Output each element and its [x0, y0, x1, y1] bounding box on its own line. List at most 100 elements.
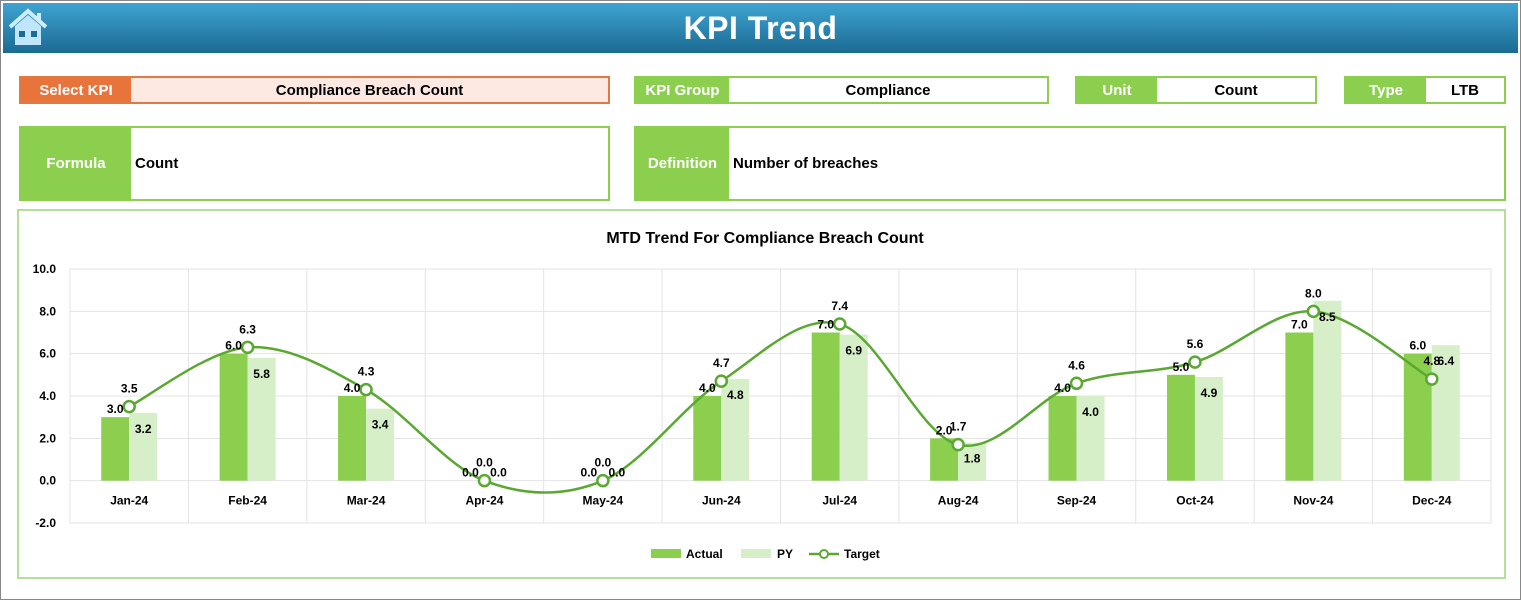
bar-py — [1313, 300, 1342, 481]
chart-container: MTD Trend For Compliance Breach Count -2… — [17, 209, 1506, 579]
bar-py — [247, 357, 276, 481]
data-label-actual: 7.0 — [1291, 318, 1308, 332]
x-tick-label: Apr-24 — [465, 494, 503, 508]
legend-actual-swatch — [651, 549, 681, 558]
bar-actual — [811, 332, 840, 481]
bar-actual — [338, 396, 367, 481]
target-marker — [714, 374, 729, 388]
header-bar: KPI Trend — [3, 3, 1518, 53]
target-marker — [832, 317, 847, 331]
bar-py — [839, 334, 868, 481]
bar-actual — [1285, 332, 1314, 481]
y-tick-label: 4.0 — [39, 389, 56, 403]
target-marker — [1188, 355, 1202, 369]
data-label-py: 4.8 — [727, 388, 744, 402]
target-marker — [240, 340, 255, 355]
data-label-target: 4.6 — [1068, 358, 1085, 372]
unit-field: Unit Count — [1075, 76, 1317, 104]
data-label-actual: 5.0 — [1173, 360, 1190, 374]
data-label-py: 0.0 — [490, 466, 507, 480]
formula-label: Formula — [21, 128, 131, 199]
target-marker — [596, 473, 610, 488]
data-label-actual: 4.0 — [699, 381, 716, 395]
target-marker — [1069, 376, 1084, 391]
type-label: Type — [1346, 78, 1426, 102]
bar-actual — [693, 396, 722, 481]
data-label-target: 0.0 — [595, 456, 612, 470]
bar-actual — [219, 353, 248, 481]
data-label-actual: 0.0 — [462, 466, 479, 480]
data-label-target: 3.5 — [121, 382, 138, 396]
data-label-target: 4.3 — [358, 365, 375, 379]
y-tick-label: 8.0 — [39, 304, 56, 318]
data-label-target: 5.6 — [1187, 337, 1204, 351]
select-kpi-label: Select KPI — [21, 78, 131, 102]
data-label-py: 8.5 — [1319, 310, 1336, 324]
y-tick-label: 2.0 — [39, 431, 56, 445]
data-label-actual: 6.0 — [1409, 339, 1426, 353]
legend-py-swatch — [741, 549, 771, 558]
x-tick-label: Sep-24 — [1057, 494, 1097, 508]
target-marker — [122, 399, 136, 414]
data-label-py: 5.8 — [253, 367, 270, 381]
data-label-target: 4.8 — [1423, 354, 1440, 368]
target-marker — [951, 437, 965, 452]
x-tick-label: Jun-24 — [702, 494, 741, 508]
definition-label: Definition — [636, 128, 729, 199]
unit-value: Count — [1157, 78, 1315, 102]
data-label-py: 3.4 — [372, 418, 389, 432]
x-tick-label: Dec-24 — [1412, 494, 1452, 508]
formula-field: Formula Count — [19, 126, 610, 201]
type-value: LTB — [1426, 78, 1504, 102]
data-label-py: 1.8 — [964, 452, 981, 466]
page-title: KPI Trend — [683, 9, 838, 46]
data-label-actual: 2.0 — [936, 423, 953, 437]
data-label-target: 8.0 — [1305, 286, 1322, 300]
legend-target-marker — [819, 549, 829, 559]
data-label-actual: 3.0 — [107, 402, 124, 416]
home-icon[interactable] — [7, 7, 49, 47]
kpi-group-label: KPI Group — [636, 78, 729, 102]
bar-py — [1194, 376, 1223, 481]
target-marker — [1306, 304, 1321, 319]
type-field: Type LTB — [1344, 76, 1506, 104]
bar-actual — [1048, 396, 1077, 481]
data-label-target: 0.0 — [476, 456, 493, 470]
data-label-py: 3.2 — [135, 422, 152, 436]
data-label-actual: 0.0 — [581, 466, 598, 480]
data-label-py: 4.0 — [1082, 405, 1099, 419]
select-kpi-field[interactable]: Select KPI Compliance Breach Count — [19, 76, 610, 104]
data-label-py: 4.9 — [1201, 386, 1218, 400]
data-label-py: 6.4 — [1437, 354, 1454, 368]
bar-py — [366, 408, 395, 481]
bar-actual — [101, 417, 130, 481]
y-tick-label: 6.0 — [39, 347, 56, 361]
data-label-actual: 4.0 — [1054, 381, 1071, 395]
y-tick-label: 10.0 — [33, 262, 57, 276]
unit-label: Unit — [1077, 78, 1157, 102]
x-tick-label: Jul-24 — [822, 494, 857, 508]
kpi-group-field: KPI Group Compliance — [634, 76, 1049, 104]
bar-actual — [1166, 374, 1195, 481]
data-label-py: 6.9 — [845, 344, 862, 358]
kpi-group-value: Compliance — [729, 78, 1047, 102]
x-tick-label: Oct-24 — [1176, 494, 1214, 508]
bar-py — [1076, 396, 1105, 481]
x-tick-label: Feb-24 — [228, 494, 267, 508]
data-label-target: 7.4 — [831, 299, 848, 313]
x-tick-label: Aug-24 — [938, 494, 979, 508]
x-tick-label: Mar-24 — [347, 494, 386, 508]
chart-title: MTD Trend For Compliance Breach Count — [606, 230, 924, 247]
data-label-actual: 4.0 — [344, 381, 361, 395]
target-marker — [1425, 372, 1439, 386]
select-kpi-value[interactable]: Compliance Breach Count — [131, 78, 608, 102]
data-label-target: 1.7 — [950, 420, 967, 434]
legend-actual-label: Actual — [686, 547, 723, 561]
data-label-py: 0.0 — [609, 466, 626, 480]
data-label-target: 4.7 — [713, 356, 730, 370]
data-label-actual: 7.0 — [817, 318, 834, 332]
legend-py-label: PY — [777, 547, 793, 561]
legend: Actual PY Target — [651, 547, 880, 561]
legend-target-label: Target — [844, 547, 880, 561]
bar-py — [129, 412, 158, 481]
